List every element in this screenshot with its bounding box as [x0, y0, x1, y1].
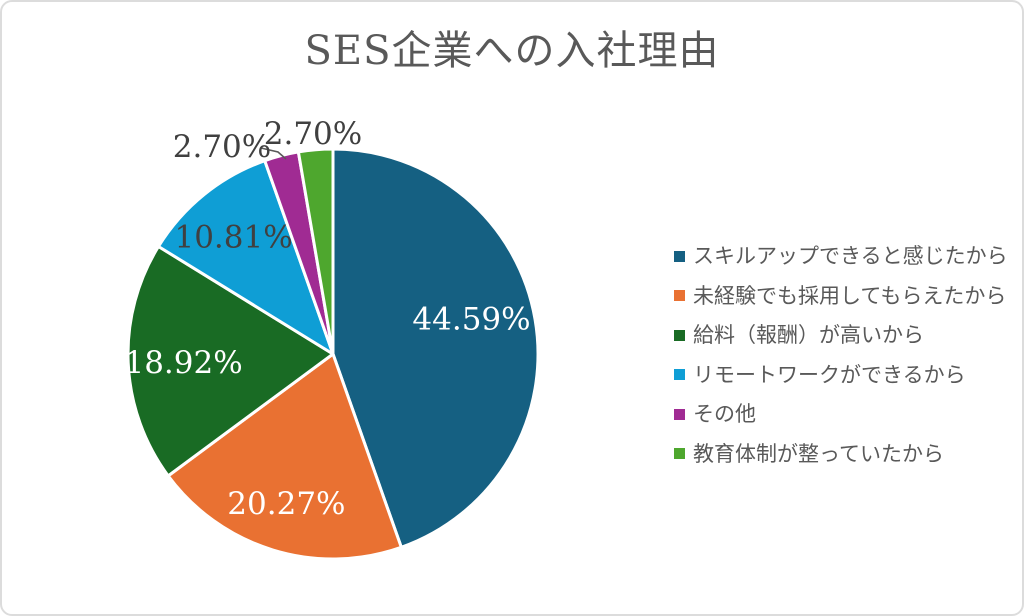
pie-slice	[166, 352, 403, 561]
legend-swatch-icon	[674, 290, 685, 301]
legend: スキルアップできると感じたから 未経験でも採用してもらえたから 給料（報酬）が高いか…	[674, 245, 1008, 482]
legend-item: 教育体制が整っていたから	[674, 443, 1008, 465]
legend-swatch-icon	[674, 250, 685, 262]
percent-label: 18.92%	[124, 345, 242, 381]
percent-label: 20.27%	[227, 486, 345, 522]
legend-item: その他	[674, 403, 1008, 425]
percent-label: 2.70%	[173, 129, 271, 165]
legend-item: 給料（報酬）が高いから	[674, 324, 1008, 346]
legend-swatch-icon	[674, 329, 685, 341]
legend-item-label: スキルアップできると感じたから	[693, 244, 1008, 268]
legend-item: リモートワークができるから	[674, 364, 1008, 386]
pie-slice	[331, 147, 540, 549]
legend-swatch-icon	[674, 408, 685, 420]
legend-swatch-icon	[674, 369, 685, 380]
legend-item-label: 未経験でも採用してもらえたから	[693, 283, 1007, 308]
percent-label: 44.59%	[412, 301, 530, 337]
legend-item: スキルアップできると感じたから	[674, 245, 1008, 267]
legend-item-label: 教育体制が整っていたから	[693, 441, 944, 466]
leader-line	[260, 147, 287, 160]
pie-slice	[156, 159, 335, 356]
percent-label: 2.70%	[264, 116, 362, 152]
legend-item-label: その他	[693, 402, 756, 426]
legend-item: 未経験でも採用してもらえたから	[674, 285, 1008, 307]
pie-slice	[126, 244, 335, 478]
percent-label: 10.81%	[174, 220, 292, 256]
chart-title: SES企業への入社理由	[304, 28, 720, 74]
legend-item-label: リモートワークができるから	[693, 362, 966, 387]
legend-item-label: 給料（報酬）が高いから	[693, 323, 924, 347]
legend-swatch-icon	[674, 448, 685, 459]
pie-slice	[296, 147, 335, 356]
